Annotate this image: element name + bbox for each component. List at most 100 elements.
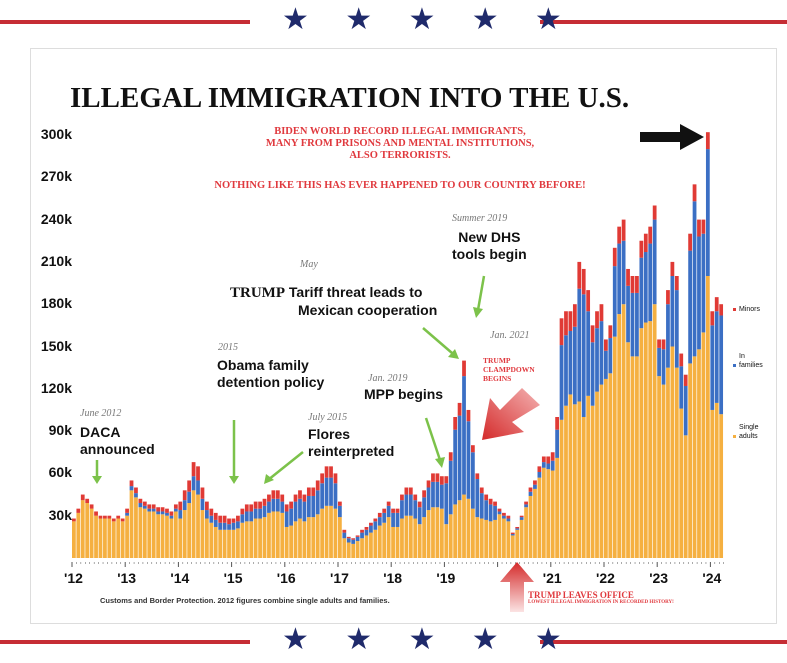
bar-minors	[657, 339, 661, 348]
bar-families	[338, 505, 342, 518]
bar-single	[612, 336, 617, 558]
bar-minors	[475, 473, 480, 480]
bar-minors	[333, 473, 338, 484]
bar-families	[373, 521, 378, 530]
bar-single	[72, 521, 76, 558]
bar-single	[453, 504, 458, 558]
bar-single	[156, 514, 161, 558]
bar-single	[643, 322, 648, 558]
bar-minors	[391, 508, 395, 513]
bar-single	[151, 511, 156, 558]
bar-minors	[502, 512, 506, 516]
bar-minors	[178, 501, 183, 511]
bar-families	[395, 512, 400, 527]
bar-minors	[555, 417, 560, 430]
bar-single	[692, 356, 697, 558]
bar-families	[280, 501, 285, 513]
bar-families	[134, 493, 138, 498]
bar-families	[595, 328, 599, 392]
bar-minors	[236, 515, 240, 522]
chart-title: ILLEGAL IMMIGRATION INTO THE U.S.	[70, 82, 630, 114]
bar-minors	[116, 515, 121, 519]
bar-minors	[710, 311, 715, 326]
bar-single	[200, 510, 205, 558]
bar-families	[590, 342, 595, 406]
bar-families	[462, 376, 466, 495]
bar-families	[515, 528, 520, 530]
bar-families	[488, 504, 493, 522]
bar-single	[116, 518, 121, 558]
bar-single	[457, 500, 462, 558]
bar-families	[253, 508, 258, 519]
arrow-dhs-icon	[476, 275, 486, 311]
bar-minors	[568, 311, 573, 331]
bar-single	[320, 508, 325, 558]
annotation-line: Flores	[308, 426, 351, 442]
bar-minors	[515, 526, 520, 529]
bar-single	[191, 490, 196, 558]
bar-families	[173, 508, 178, 512]
bar-single	[608, 373, 613, 558]
bar-families	[196, 480, 200, 495]
bar-minors	[258, 501, 262, 509]
bar-single	[360, 538, 364, 558]
bar-families	[670, 276, 675, 347]
bar-single	[373, 529, 378, 558]
bar-single	[714, 402, 719, 558]
bar-minors	[404, 487, 409, 495]
y-tick-label: 300k	[40, 126, 72, 142]
bar-single	[364, 535, 369, 558]
bar-minors	[306, 487, 311, 496]
bar-minors	[107, 515, 112, 519]
bar-families	[484, 500, 489, 520]
bar-families	[408, 494, 413, 516]
bar-minors	[648, 226, 653, 244]
trump-label: TRUMP	[230, 285, 285, 301]
bar-families	[564, 335, 568, 406]
bar-minors	[422, 490, 427, 498]
bar-families	[612, 266, 617, 337]
bar-single	[537, 477, 542, 558]
bar-families	[293, 501, 298, 522]
y-tick-label: 240k	[40, 210, 72, 227]
bar-families	[617, 243, 622, 315]
bar-single	[439, 508, 444, 558]
bar-families	[165, 512, 169, 516]
bar-families	[364, 529, 369, 536]
bar-minors	[205, 501, 209, 511]
bar-families	[502, 515, 506, 519]
bar-single	[240, 522, 245, 558]
bar-minors	[209, 508, 214, 516]
bar-minors	[76, 508, 81, 513]
y-tick-label: 210k	[40, 252, 72, 269]
bar-single	[134, 497, 138, 558]
bar-single	[639, 328, 644, 558]
bar-minors	[125, 508, 129, 513]
bar-families	[240, 514, 245, 523]
bar-minors	[439, 476, 444, 485]
bar-single	[80, 500, 85, 558]
bar-single	[404, 515, 409, 558]
callout-line: MANY FROM PRISONS AND MENTAL INSTITUTION…	[265, 138, 535, 149]
bar-minors	[533, 480, 537, 485]
annotation-obama: Obama family detention policy	[217, 357, 324, 391]
legend-label: Single	[739, 424, 759, 431]
bar-minors	[679, 353, 684, 367]
bar-minors	[457, 402, 462, 416]
bars-group	[72, 132, 724, 558]
bar-minors	[280, 494, 285, 502]
bar-families	[271, 498, 276, 512]
bar-minors	[298, 490, 302, 499]
bar-families	[586, 311, 591, 396]
bar-single	[85, 503, 90, 558]
bar-single	[178, 518, 183, 558]
bar-families	[519, 517, 524, 520]
x-tick-label: '19	[436, 570, 456, 586]
bar-minors	[85, 498, 90, 504]
bar-families	[151, 508, 156, 512]
y-tick-label: 90k	[48, 422, 72, 439]
bar-minors	[80, 494, 85, 501]
bar-families	[630, 292, 635, 357]
bar-families	[679, 366, 684, 409]
bar-single	[236, 528, 240, 558]
